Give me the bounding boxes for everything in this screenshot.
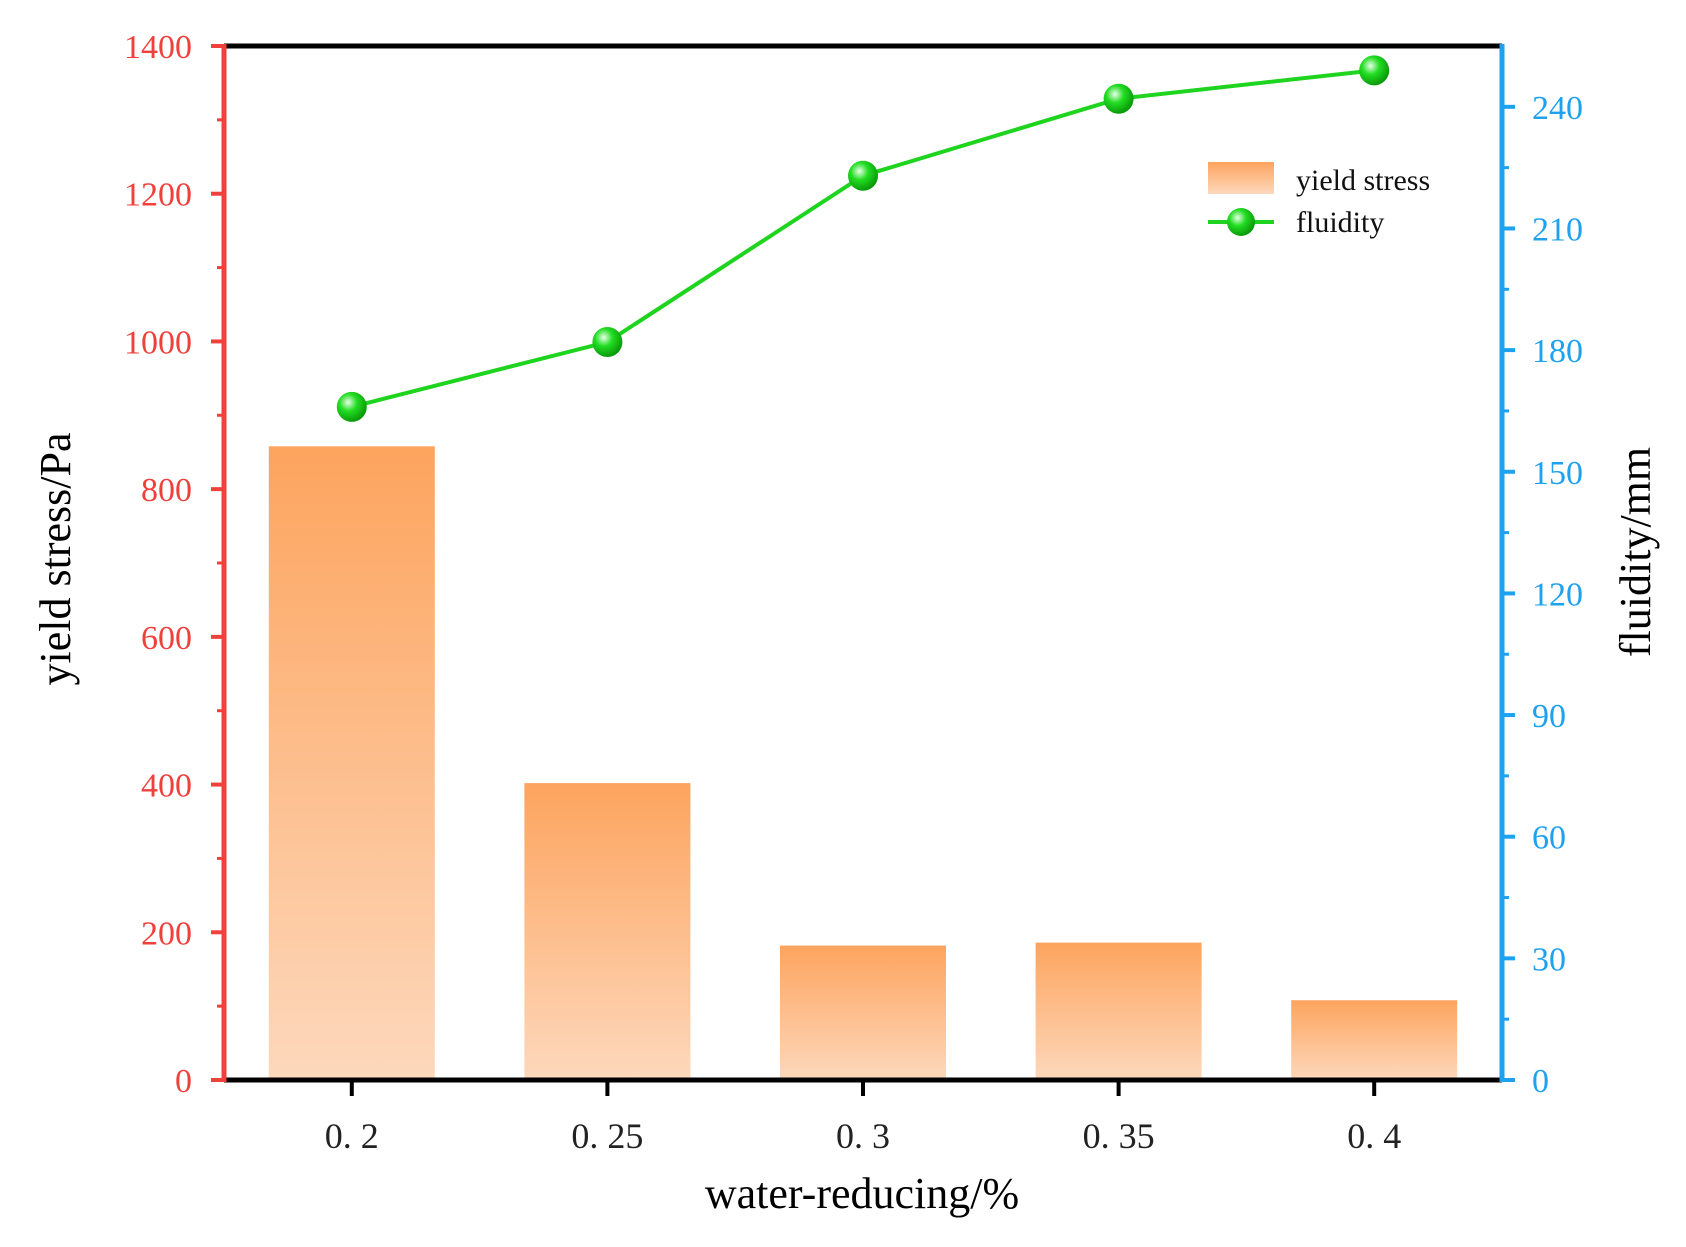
x-axis-title: water-reducing/% [705, 1169, 1019, 1218]
left-tick-label: 1000 [124, 324, 192, 361]
right-tick-label: 150 [1532, 455, 1583, 492]
legend-label-yield-stress: yield stress [1296, 164, 1430, 197]
x-tick-label: 0. 35 [1083, 1116, 1155, 1156]
fluidity-point-4 [1103, 83, 1134, 114]
legend-label-fluidity: fluidity [1296, 206, 1384, 239]
legend-swatch-fluidity-marker [1227, 208, 1255, 236]
left-tick-label: 800 [141, 472, 192, 509]
fluidity-point-1 [336, 391, 367, 422]
right-tick-label: 90 [1532, 698, 1566, 735]
right-tick-label: 30 [1532, 941, 1566, 978]
fluidity-line-series [336, 55, 1390, 422]
yield-stress-bars [268, 446, 1458, 1080]
x-tick-label: 0. 2 [325, 1116, 379, 1156]
fluidity-point-5 [1359, 55, 1390, 86]
legend-swatch-yield-stress [1208, 162, 1274, 194]
x-tick-label: 0. 4 [1347, 1116, 1401, 1156]
fluidity-line [351, 68, 1375, 409]
bar-yield-stress-1 [268, 446, 435, 1080]
bar-yield-stress-5 [1291, 1000, 1458, 1080]
right-tick-label: 210 [1532, 211, 1583, 248]
right-tick-label: 0 [1532, 1063, 1549, 1100]
right-tick-label: 60 [1532, 820, 1566, 857]
left-tick-label: 200 [141, 915, 192, 952]
left-y-axis-title: yield stress/Pa [31, 433, 80, 686]
bar-yield-stress-4 [1035, 942, 1202, 1080]
left-tick-label: 1400 [124, 29, 192, 66]
bar-yield-stress-3 [780, 945, 946, 1080]
axes [211, 43, 1515, 1096]
x-tick-label: 0. 25 [571, 1116, 643, 1156]
tick-labels: 0 200 400 600 800 1000 1200 1400 0 30 60 90 120 150 18… [124, 29, 1583, 1156]
fluidity-point-3 [848, 160, 878, 191]
x-tick-label: 0. 3 [836, 1116, 890, 1156]
right-tick-label: 180 [1532, 333, 1583, 370]
bar-yield-stress-2 [524, 783, 691, 1080]
legend: yield stress fluidity [1208, 162, 1430, 239]
left-tick-label: 600 [141, 620, 192, 657]
left-tick-label: 0 [175, 1063, 192, 1100]
right-tick-label: 240 [1532, 90, 1583, 127]
right-tick-label: 120 [1532, 576, 1583, 613]
right-y-axis-title: fluidity/mm [1611, 447, 1660, 657]
fluidity-point-2 [592, 327, 623, 358]
left-tick-label: 1200 [124, 177, 192, 214]
left-tick-label: 400 [141, 768, 192, 805]
